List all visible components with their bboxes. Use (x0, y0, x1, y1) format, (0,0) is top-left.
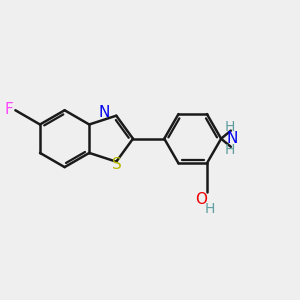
Text: F: F (4, 102, 13, 117)
Text: H: H (225, 120, 236, 134)
Text: O: O (195, 192, 207, 207)
Text: N: N (226, 131, 238, 146)
Text: N: N (99, 106, 110, 121)
Text: H: H (225, 143, 236, 157)
Text: H: H (205, 202, 215, 216)
Text: S: S (112, 157, 122, 172)
